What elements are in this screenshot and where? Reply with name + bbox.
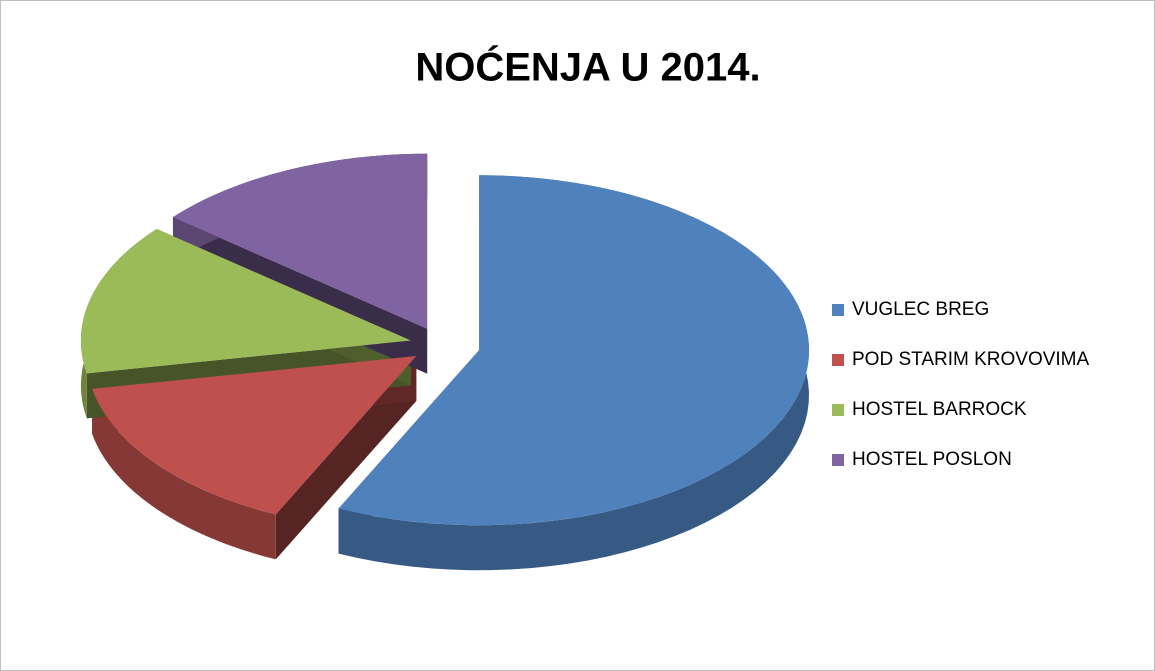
slice bbox=[338, 175, 810, 526]
legend-swatch bbox=[832, 454, 844, 466]
slice bbox=[172, 153, 428, 329]
legend-swatch bbox=[832, 404, 844, 416]
legend-label: HOSTEL POSLON bbox=[852, 449, 1012, 470]
legend-label: HOSTEL BARROCK bbox=[852, 399, 1027, 420]
slice-side bbox=[92, 388, 276, 560]
legend-swatch bbox=[832, 354, 844, 366]
slice-side bbox=[338, 175, 809, 571]
legend-label: POD STARIM KROVOVIMA bbox=[852, 349, 1090, 370]
legend-label: VUGLEC BREG bbox=[852, 299, 989, 320]
slice-cut bbox=[275, 356, 417, 560]
slice bbox=[80, 228, 411, 374]
slice bbox=[92, 356, 417, 515]
slice-tops bbox=[80, 153, 810, 526]
chart-title: NOĆENJA U 2014. bbox=[415, 44, 760, 90]
legend-swatch bbox=[832, 304, 844, 316]
